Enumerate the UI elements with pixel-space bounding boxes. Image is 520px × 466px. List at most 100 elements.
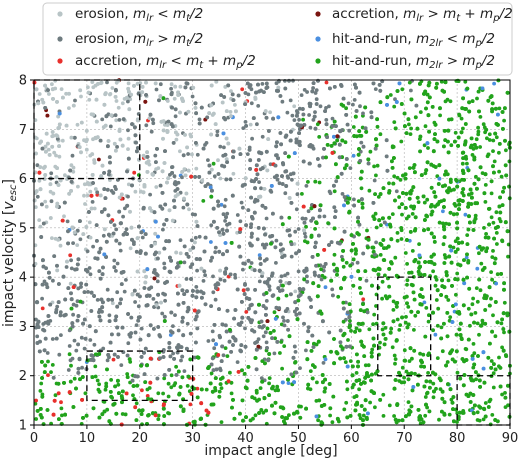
data-point	[358, 134, 362, 138]
data-point	[95, 223, 99, 227]
data-point	[458, 114, 462, 118]
data-point	[347, 102, 351, 106]
data-point	[171, 352, 175, 356]
data-point	[475, 267, 479, 271]
data-point	[201, 199, 205, 203]
data-point	[495, 242, 499, 246]
data-point	[322, 361, 326, 365]
data-point	[250, 235, 254, 239]
data-point	[39, 140, 43, 144]
data-point	[358, 329, 362, 333]
data-point	[298, 366, 302, 370]
data-point	[342, 356, 346, 360]
data-point	[107, 233, 111, 237]
data-point	[423, 335, 427, 339]
data-point	[194, 167, 198, 171]
data-point	[163, 266, 167, 270]
data-point	[291, 114, 295, 118]
data-point	[324, 357, 328, 361]
data-point	[345, 380, 349, 384]
data-point	[113, 142, 117, 146]
data-point	[266, 327, 270, 331]
data-point	[243, 327, 247, 331]
data-point	[83, 202, 87, 206]
data-point	[127, 107, 131, 111]
data-point	[307, 113, 311, 117]
data-point	[281, 100, 285, 104]
data-point	[239, 343, 243, 347]
data-point	[399, 140, 403, 144]
data-point	[467, 307, 471, 311]
data-point	[230, 392, 234, 396]
data-point	[304, 349, 308, 353]
data-point	[388, 404, 392, 408]
data-point	[51, 134, 55, 138]
data-point	[342, 204, 346, 208]
data-point	[287, 381, 291, 385]
data-point	[500, 239, 504, 243]
data-point	[90, 152, 94, 156]
data-point	[228, 371, 232, 375]
data-point	[49, 182, 53, 186]
data-point	[316, 157, 320, 161]
data-point	[59, 333, 63, 337]
data-point	[490, 330, 494, 334]
data-point	[52, 254, 56, 258]
data-point	[401, 366, 405, 370]
data-point	[113, 353, 117, 357]
data-point	[407, 123, 411, 127]
data-point	[151, 118, 155, 122]
data-point	[257, 158, 261, 162]
data-point	[305, 280, 309, 284]
data-point	[446, 360, 450, 364]
data-point	[482, 122, 486, 126]
data-point	[374, 147, 378, 151]
data-point	[49, 171, 53, 175]
data-point	[313, 273, 317, 277]
data-point	[286, 319, 290, 323]
data-point	[472, 411, 476, 415]
data-point	[257, 180, 261, 184]
data-point	[219, 278, 223, 282]
data-point	[132, 242, 136, 246]
data-point	[443, 129, 447, 133]
data-point	[243, 262, 247, 266]
data-point	[389, 327, 393, 331]
data-point	[468, 324, 472, 328]
data-point	[339, 340, 343, 344]
data-point	[46, 351, 50, 355]
data-point	[392, 174, 396, 178]
data-point	[441, 349, 445, 353]
data-point	[170, 165, 174, 169]
data-point	[194, 141, 198, 145]
data-point	[237, 322, 241, 326]
data-point	[317, 284, 321, 288]
data-point	[302, 113, 306, 117]
data-point	[451, 401, 455, 405]
data-point	[115, 290, 119, 294]
data-point	[426, 100, 430, 104]
data-point	[55, 264, 59, 268]
data-point	[118, 242, 122, 246]
data-point	[488, 399, 492, 403]
data-point	[448, 413, 452, 417]
data-point	[40, 395, 44, 399]
data-point	[409, 127, 413, 131]
data-point	[249, 222, 253, 226]
data-point	[502, 331, 506, 335]
data-point	[408, 197, 412, 201]
data-point	[129, 246, 133, 250]
data-point	[205, 388, 209, 392]
data-point	[129, 316, 133, 320]
data-point	[162, 262, 166, 266]
data-point	[115, 145, 119, 149]
data-point	[209, 240, 213, 244]
data-point	[369, 150, 373, 154]
data-point	[143, 286, 147, 290]
data-point	[411, 249, 415, 253]
data-point	[323, 276, 327, 280]
data-point	[211, 290, 215, 294]
data-point	[407, 400, 411, 404]
data-point	[253, 288, 257, 292]
data-point	[469, 400, 473, 404]
